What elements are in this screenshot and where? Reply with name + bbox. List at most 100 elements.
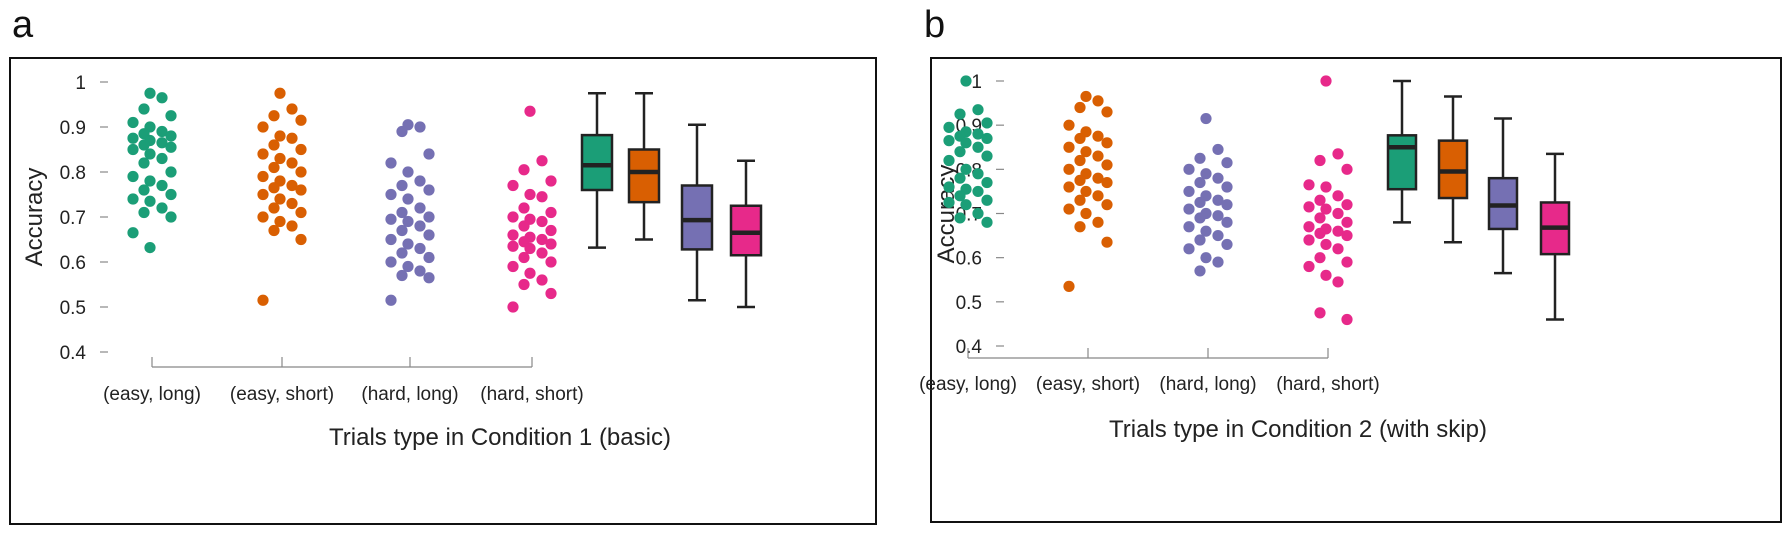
data-point bbox=[972, 141, 984, 153]
data-point bbox=[257, 211, 269, 223]
x-axis: (easy, long) (easy, short) (hard, long) (ha… bbox=[919, 348, 1380, 395]
y-axis-label: Accuracy bbox=[21, 168, 48, 267]
data-point bbox=[402, 238, 414, 250]
data-point bbox=[960, 75, 972, 87]
y-tick-label: 0.7 bbox=[60, 208, 86, 229]
series-3-points bbox=[385, 119, 435, 306]
data-point bbox=[518, 202, 530, 214]
data-point bbox=[1212, 194, 1224, 206]
data-point bbox=[268, 224, 280, 237]
data-point bbox=[1074, 174, 1086, 186]
data-point bbox=[1200, 225, 1212, 237]
data-point bbox=[1101, 236, 1113, 248]
data-point bbox=[1221, 181, 1233, 193]
data-point bbox=[144, 148, 156, 160]
data-point bbox=[1183, 203, 1195, 215]
data-point bbox=[1332, 225, 1344, 237]
data-point bbox=[402, 193, 414, 205]
boxplot-4 bbox=[1539, 152, 1571, 321]
data-point bbox=[1212, 143, 1224, 156]
data-point bbox=[981, 117, 993, 129]
data-point bbox=[156, 92, 168, 104]
data-point bbox=[257, 294, 269, 306]
data-point bbox=[972, 168, 984, 180]
data-point bbox=[1303, 201, 1315, 213]
data-point bbox=[1092, 95, 1104, 107]
data-point bbox=[1212, 229, 1224, 242]
data-point bbox=[960, 199, 972, 211]
data-point bbox=[274, 152, 286, 165]
data-point bbox=[268, 139, 280, 151]
data-point bbox=[1332, 207, 1344, 220]
y-tick-label: 0.6 bbox=[60, 253, 86, 274]
x-tick-label: (easy, long) bbox=[103, 384, 201, 405]
data-point bbox=[1341, 256, 1353, 268]
data-point bbox=[1063, 119, 1075, 131]
data-point bbox=[1221, 199, 1233, 211]
data-point bbox=[138, 206, 150, 219]
data-point bbox=[954, 172, 966, 184]
data-point bbox=[507, 301, 519, 313]
data-point bbox=[385, 233, 397, 246]
panel-a-letter: a bbox=[12, 4, 34, 46]
data-point bbox=[396, 179, 408, 192]
data-point bbox=[138, 157, 150, 169]
data-point bbox=[1183, 185, 1195, 198]
data-point bbox=[127, 193, 139, 205]
data-point bbox=[1332, 276, 1344, 288]
data-point bbox=[1320, 238, 1332, 251]
data-point bbox=[156, 152, 168, 165]
data-point bbox=[1063, 141, 1075, 153]
data-point bbox=[507, 229, 519, 241]
panel-b-frame bbox=[930, 57, 1782, 523]
data-point bbox=[1332, 148, 1344, 160]
data-point bbox=[1221, 216, 1233, 228]
data-point bbox=[981, 194, 993, 206]
data-point bbox=[138, 103, 150, 115]
data-point bbox=[165, 188, 177, 201]
data-point bbox=[545, 206, 557, 219]
data-point bbox=[1063, 280, 1075, 292]
data-point bbox=[1341, 199, 1353, 211]
data-point bbox=[274, 130, 286, 142]
data-point bbox=[268, 182, 280, 194]
x-tick-label: (hard, short) bbox=[480, 384, 583, 405]
data-point bbox=[257, 188, 269, 201]
data-point bbox=[1194, 176, 1206, 189]
data-point bbox=[1080, 185, 1092, 198]
panel-a-frame bbox=[9, 57, 877, 525]
data-point bbox=[396, 224, 408, 237]
data-point bbox=[1080, 90, 1092, 103]
data-point bbox=[385, 256, 397, 268]
data-point bbox=[1101, 199, 1113, 211]
data-point bbox=[1092, 150, 1104, 162]
data-point bbox=[972, 207, 984, 220]
boxplot-3 bbox=[1487, 117, 1519, 275]
data-point bbox=[286, 179, 298, 192]
data-point bbox=[414, 121, 426, 133]
data-point bbox=[1194, 196, 1206, 209]
data-point bbox=[1314, 227, 1326, 239]
y-tick-label: 0.6 bbox=[956, 249, 982, 270]
data-point bbox=[1092, 216, 1104, 228]
data-point bbox=[1183, 221, 1195, 233]
data-point bbox=[165, 110, 177, 122]
data-point bbox=[286, 132, 298, 144]
data-point bbox=[1303, 179, 1315, 191]
data-point bbox=[1194, 234, 1206, 246]
boxplot-1 bbox=[1386, 79, 1418, 224]
data-point bbox=[981, 176, 993, 189]
x-axis: (easy, long) (easy, short) (hard, long) (ha… bbox=[103, 357, 584, 405]
x-tick-label: (hard, short) bbox=[1276, 374, 1379, 395]
data-point bbox=[268, 161, 280, 174]
data-point bbox=[1074, 132, 1086, 145]
data-point bbox=[165, 166, 177, 178]
data-point bbox=[1080, 146, 1092, 158]
data-point bbox=[545, 224, 557, 237]
data-point bbox=[1101, 159, 1113, 171]
data-point bbox=[1063, 163, 1075, 175]
data-point bbox=[943, 154, 955, 167]
data-point bbox=[295, 233, 307, 246]
data-point bbox=[536, 215, 548, 228]
data-point bbox=[1194, 265, 1206, 277]
